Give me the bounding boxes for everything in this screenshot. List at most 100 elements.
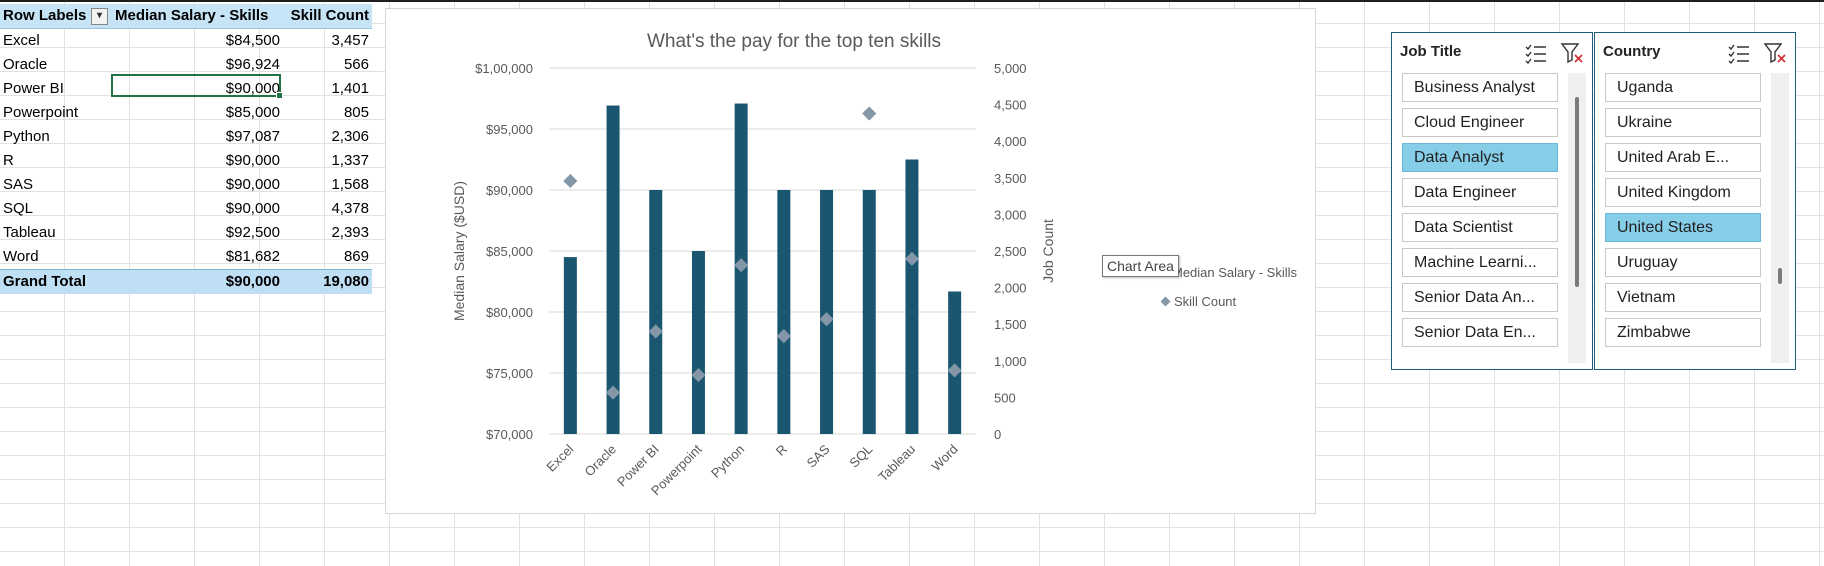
slicer-item[interactable]: United Kingdom xyxy=(1605,178,1761,207)
y-tick-label: $95,000 xyxy=(486,122,533,137)
pivot-row[interactable]: Word $81,682 869 xyxy=(0,245,372,269)
median-salary-cell: $90,000 xyxy=(225,152,280,169)
salary-bar xyxy=(691,251,705,434)
pivot-table[interactable]: Row Labels ▾ Median Salary - Skills Skil… xyxy=(0,4,372,294)
y-axis-label: Median Salary ($USD) xyxy=(451,181,467,321)
pivot-row[interactable]: SAS $90,000 1,568 xyxy=(0,173,372,197)
pivot-row[interactable]: Python $97,087 2,306 xyxy=(0,125,372,149)
slicer-item[interactable]: Senior Data En... xyxy=(1402,318,1558,347)
row-label: SAS xyxy=(3,176,34,193)
pivot-row[interactable]: Powerpoint $85,000 805 xyxy=(0,101,372,125)
grand-total-row[interactable]: Grand Total $90,000 19,080 xyxy=(0,269,372,294)
salary-bar xyxy=(777,190,791,434)
country-slicer[interactable]: Country Uganda Ukraine United Arab E... Uni… xyxy=(1594,32,1796,370)
top-border xyxy=(0,0,1824,2)
x-tick-label: SQL xyxy=(846,442,875,471)
median-salary-cell: $81,682 xyxy=(225,248,280,265)
pivot-row[interactable]: Oracle $96,924 566 xyxy=(0,53,372,77)
legend-salary-label: Median Salary - Skills xyxy=(1172,265,1297,280)
legend-count-swatch xyxy=(1160,296,1171,307)
multi-select-icon[interactable] xyxy=(1727,42,1751,64)
x-tick-label: SAS xyxy=(804,441,833,470)
slicer-item[interactable]: Uruguay xyxy=(1605,248,1761,277)
job-title-items: Business Analyst Cloud Engineer Data Analy… xyxy=(1402,73,1558,353)
slicer-header: Job Title xyxy=(1400,41,1584,65)
y-tick-label: $1,00,000 xyxy=(475,61,533,76)
y2-tick-label: 3,000 xyxy=(994,207,1027,222)
grand-total-salary: $90,000 xyxy=(225,273,280,290)
job-title-slicer[interactable]: Job Title Business Analyst Cloud Engineer… xyxy=(1391,32,1593,370)
chart-area[interactable]: What's the pay for the top ten skills $70… xyxy=(385,8,1316,514)
y2-tick-label: 2,000 xyxy=(994,281,1027,296)
pivot-header-row: Row Labels ▾ Median Salary - Skills Skil… xyxy=(0,4,372,29)
row-label: Powerpoint xyxy=(3,104,79,121)
skill-count-cell: 2,393 xyxy=(331,224,369,241)
slicer-item[interactable]: Zimbabwe xyxy=(1605,318,1761,347)
skill-count-cell: 4,378 xyxy=(331,200,369,217)
row-labels-header[interactable]: Row Labels xyxy=(3,7,87,24)
clear-filter-icon[interactable] xyxy=(1763,42,1787,64)
x-tick-label: Excel xyxy=(543,441,576,474)
pivot-row[interactable]: R $90,000 1,337 xyxy=(0,149,372,173)
y2-tick-label: 3,500 xyxy=(994,171,1027,186)
median-salary-header[interactable]: Median Salary - Skills xyxy=(115,7,269,24)
y2-axis-label: Job Count xyxy=(1040,219,1056,283)
filter-dropdown-icon[interactable]: ▾ xyxy=(91,8,108,25)
salary-bar xyxy=(905,159,919,434)
slicer-item[interactable]: Vietnam xyxy=(1605,283,1761,312)
row-label: Excel xyxy=(3,32,40,49)
skill-count-header[interactable]: Skill Count xyxy=(290,7,369,24)
slicer-item[interactable]: Ukraine xyxy=(1605,108,1761,137)
skill-count-cell: 3,457 xyxy=(331,32,369,49)
active-cell-selection[interactable] xyxy=(111,74,283,99)
skill-count-cell: 1,568 xyxy=(331,176,369,193)
job-title-scrollbar[interactable] xyxy=(1568,73,1586,363)
slicer-item[interactable]: United Arab E... xyxy=(1605,143,1761,172)
slicer-item[interactable]: Senior Data An... xyxy=(1402,283,1558,312)
y2-tick-label: 500 xyxy=(994,390,1016,405)
pivot-row[interactable]: Power BI $90,000 1,401 xyxy=(0,77,372,101)
salary-bar xyxy=(862,190,876,434)
country-scrollbar[interactable] xyxy=(1771,73,1789,363)
grand-total-label: Grand Total xyxy=(3,273,87,290)
y-tick-label: $80,000 xyxy=(486,305,533,320)
slicer-item[interactable]: Data Scientist xyxy=(1402,213,1558,242)
scrollbar-thumb[interactable] xyxy=(1778,268,1782,284)
row-label: Oracle xyxy=(3,56,48,73)
skill-count-marker xyxy=(776,329,791,344)
y2-tick-label: 2,500 xyxy=(994,244,1027,259)
skill-count-cell: 2,306 xyxy=(331,128,369,145)
pivot-row[interactable]: Excel $84,500 3,457 xyxy=(0,29,372,53)
median-salary-cell: $90,000 xyxy=(225,80,280,97)
row-label: Power BI xyxy=(3,80,64,97)
multi-select-icon[interactable] xyxy=(1524,42,1548,64)
clear-filter-icon[interactable] xyxy=(1560,42,1584,64)
scrollbar-thumb[interactable] xyxy=(1575,97,1579,287)
salary-bar xyxy=(649,190,663,434)
median-salary-cell: $97,087 xyxy=(225,128,280,145)
median-salary-cell: $96,924 xyxy=(225,56,280,73)
median-salary-cell: $85,000 xyxy=(225,104,280,121)
salary-bar xyxy=(563,257,577,434)
skill-count-marker xyxy=(563,173,578,189)
slicer-item[interactable]: Machine Learni... xyxy=(1402,248,1558,277)
pivot-row[interactable]: SQL $90,000 4,378 xyxy=(0,197,372,221)
slicer-header: Country xyxy=(1603,41,1787,65)
pivot-row[interactable]: Tableau $92,500 2,393 xyxy=(0,221,372,245)
slicer-item[interactable]: Uganda xyxy=(1605,73,1761,102)
y-tick-label: $75,000 xyxy=(486,366,533,381)
slicer-item[interactable]: Data Analyst xyxy=(1402,143,1558,172)
median-salary-cell: $84,500 xyxy=(225,32,280,49)
row-label: Python xyxy=(3,128,50,145)
row-label: Word xyxy=(3,248,39,265)
y2-tick-label: 4,000 xyxy=(994,134,1027,149)
slicer-item[interactable]: Data Engineer xyxy=(1402,178,1558,207)
skill-count-cell: 805 xyxy=(343,104,369,121)
slicer-item[interactable]: Cloud Engineer xyxy=(1402,108,1558,137)
x-tick-label: R xyxy=(773,442,790,459)
skill-count-cell: 1,401 xyxy=(331,80,369,97)
median-salary-cell: $90,000 xyxy=(225,200,280,217)
slicer-item[interactable]: Business Analyst xyxy=(1402,73,1558,102)
slicer-item[interactable]: United States xyxy=(1605,213,1761,242)
median-salary-cell: $92,500 xyxy=(225,224,280,241)
